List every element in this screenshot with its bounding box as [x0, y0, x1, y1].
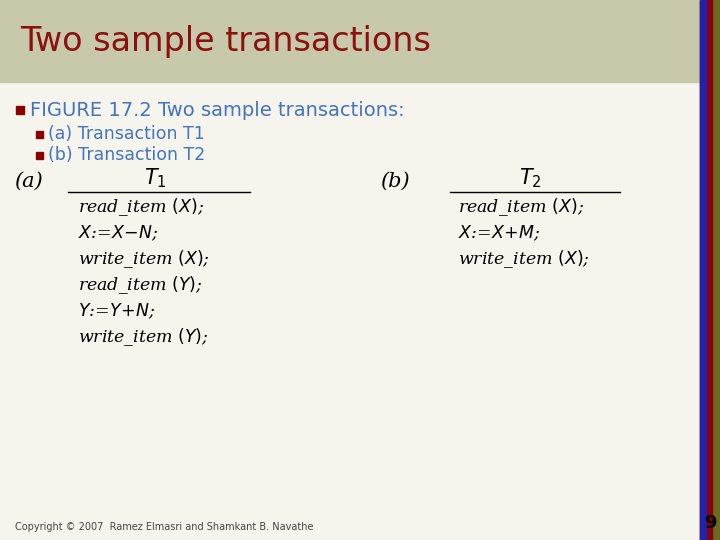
- Bar: [0, 0, 720, 82]
- Text: write_item $(X)$;: write_item $(X)$;: [78, 248, 210, 270]
- Text: 9: 9: [703, 514, 716, 532]
- Bar: [16, 106, 24, 114]
- Bar: [700, 0, 720, 540]
- Text: $T_1$: $T_1$: [144, 166, 166, 190]
- Bar: [700, 0, 706, 540]
- Bar: [700, 0, 712, 540]
- Text: FIGURE 17.2 Two sample transactions:: FIGURE 17.2 Two sample transactions:: [30, 100, 405, 119]
- Text: read_item $(Y)$;: read_item $(Y)$;: [78, 274, 203, 296]
- Text: (b) Transaction T2: (b) Transaction T2: [48, 146, 205, 164]
- Text: (a) Transaction T1: (a) Transaction T1: [48, 125, 204, 143]
- Bar: [36, 152, 43, 159]
- Text: (a): (a): [14, 172, 42, 191]
- Text: $X$:=$X\!-\!N$;: $X$:=$X\!-\!N$;: [78, 224, 158, 242]
- Text: $X$:=$X\!+\!M$;: $X$:=$X\!+\!M$;: [458, 224, 541, 242]
- Text: read_item $(X)$;: read_item $(X)$;: [458, 196, 584, 218]
- Text: (b): (b): [380, 172, 410, 191]
- Text: $Y$:=$Y\!+\!N$;: $Y$:=$Y\!+\!N$;: [78, 301, 156, 321]
- Text: write_item $(Y)$;: write_item $(Y)$;: [78, 326, 209, 348]
- Text: write_item $(X)$;: write_item $(X)$;: [458, 248, 590, 270]
- Text: Two sample transactions: Two sample transactions: [20, 24, 431, 57]
- Text: $T_2$: $T_2$: [518, 166, 541, 190]
- Bar: [36, 131, 43, 138]
- Text: read_item $(X)$;: read_item $(X)$;: [78, 196, 204, 218]
- Text: Copyright © 2007  Ramez Elmasri and Shamkant B. Navathe: Copyright © 2007 Ramez Elmasri and Shamk…: [15, 522, 313, 532]
